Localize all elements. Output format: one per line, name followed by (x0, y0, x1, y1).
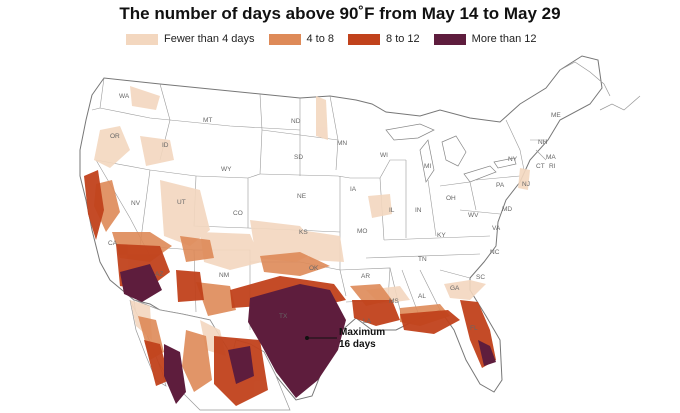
state-label-wi: WI (380, 152, 388, 159)
legend-label: More than 12 (471, 33, 537, 45)
great-lakes (385, 123, 517, 183)
state-label-ct: CT (536, 163, 545, 170)
legend-item-fewer-than-4: Fewer than 4 days (126, 33, 255, 45)
callout-label: Maximum (339, 327, 385, 338)
state-label-md: MD (502, 206, 512, 213)
map-title: The number of days above 90˚F from May 1… (119, 4, 561, 23)
state-label-tx: TX (279, 313, 288, 320)
canada-coastline (599, 95, 641, 111)
legend-item-8-to-12: 8 to 12 (348, 33, 420, 45)
state-label-pa: PA (496, 182, 505, 189)
state-label-ut: UT (177, 199, 186, 206)
legend-item-more-than-12: More than 12 (433, 33, 537, 45)
state-label-me: ME (551, 112, 561, 119)
state-label-in: IN (415, 207, 422, 214)
legend-label: 8 to 12 (386, 33, 420, 45)
state-label-al: AL (418, 293, 426, 300)
state-label-ia: IA (350, 186, 357, 193)
state-label-nj: NJ (522, 181, 530, 188)
legend: Fewer than 4 days 4 to 8 8 to 12 More th… (126, 33, 551, 45)
state-label-co: CO (233, 210, 243, 217)
us-heat-map: Maximum 16 days WA OR ID MT ND MN SD WY … (79, 55, 641, 411)
legend-label: Fewer than 4 days (164, 33, 255, 45)
state-label-la: LA (363, 318, 372, 325)
state-label-ks: KS (299, 229, 308, 236)
state-label-il: IL (389, 207, 395, 214)
callout-value: 16 days (339, 339, 376, 350)
state-label-sd: SD (294, 154, 303, 161)
state-label-wy: WY (221, 166, 232, 173)
state-label-nh: NH (538, 139, 548, 146)
state-label-ar: AR (361, 273, 370, 280)
state-label-nm: NM (219, 272, 229, 279)
state-label-ky: KY (437, 232, 446, 239)
legend-swatch (348, 33, 381, 45)
legend-item-4-to-8: 4 to 8 (268, 33, 335, 45)
legend-swatch (268, 33, 301, 45)
state-label-ne: NE (297, 193, 307, 200)
state-label-nv: NV (131, 200, 141, 207)
state-label-ma: MA (546, 154, 556, 161)
state-label-ok: OK (309, 265, 319, 272)
state-label-tn: TN (418, 256, 427, 263)
state-label-mt: MT (203, 117, 212, 124)
state-label-ca: CA (108, 240, 118, 247)
state-label-mo: MO (357, 228, 367, 235)
state-labels: WA OR ID MT ND MN SD WY WI MI NY ME NH M… (108, 93, 561, 332)
legend-label: 4 to 8 (306, 33, 335, 45)
state-label-ny: NY (508, 156, 518, 163)
state-label-oh: OH (446, 195, 456, 202)
state-label-nd: ND (291, 118, 301, 125)
state-label-az: AZ (155, 271, 163, 278)
canada-coastline (559, 61, 611, 97)
state-label-wv: WV (468, 212, 479, 219)
legend-swatch (126, 33, 158, 45)
state-label-mn: MN (337, 140, 347, 147)
state-label-fl: FL (470, 325, 478, 332)
state-label-ri: RI (549, 163, 556, 170)
state-label-ms: MS (389, 298, 399, 305)
maximum-marker (305, 336, 309, 340)
state-label-va: VA (492, 225, 501, 232)
state-label-nc: NC (490, 249, 500, 256)
state-label-or: OR (110, 133, 120, 140)
state-label-ga: GA (450, 285, 460, 292)
state-label-mi: MI (424, 163, 431, 170)
state-label-wa: WA (119, 93, 130, 100)
legend-swatch (433, 33, 466, 45)
heat-more-than-12 (120, 264, 496, 404)
state-label-id: ID (162, 142, 169, 149)
state-label-sc: SC (476, 274, 485, 281)
